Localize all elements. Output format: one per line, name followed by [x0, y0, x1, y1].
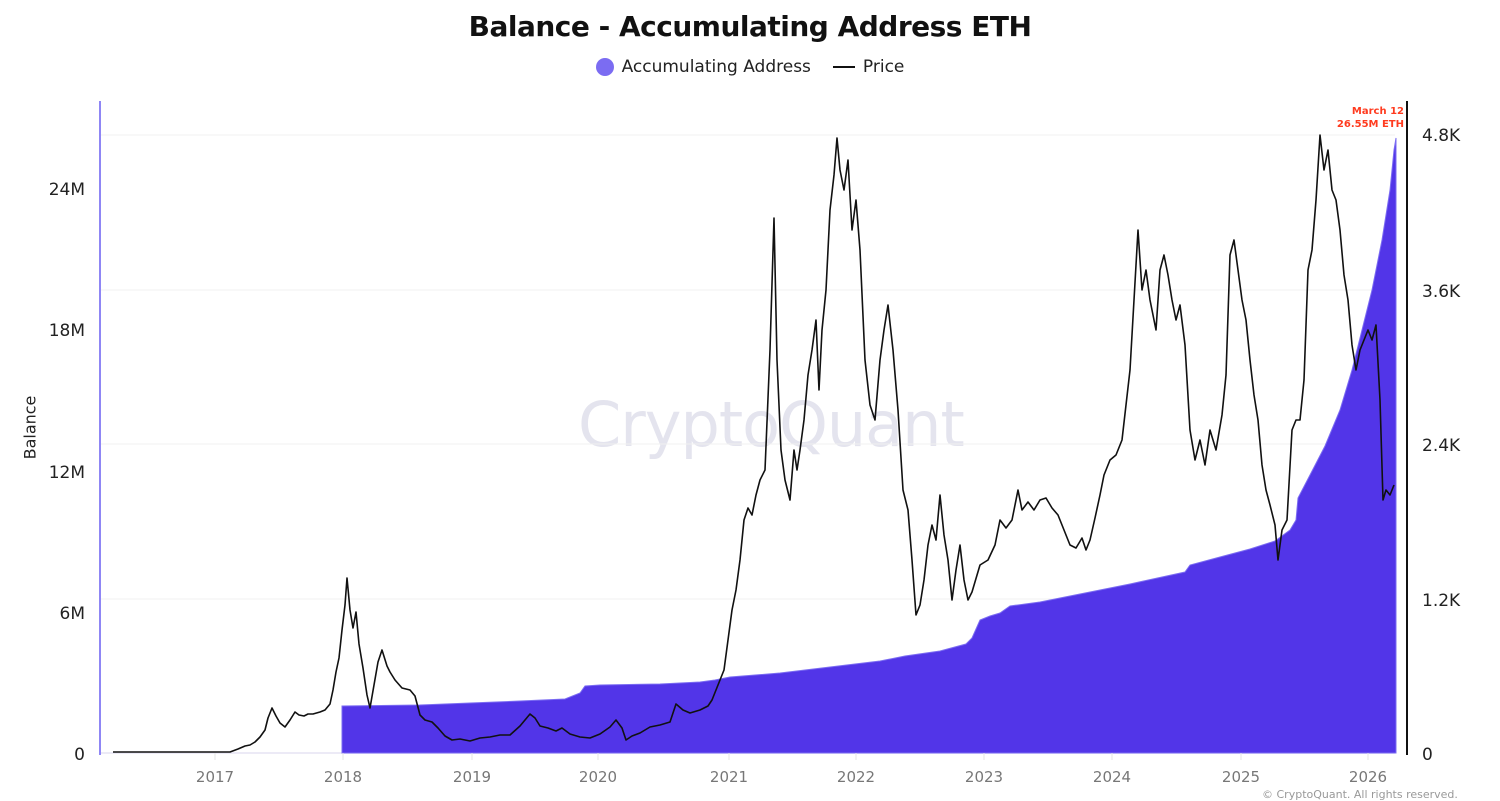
gridlines — [100, 134, 1395, 600]
y2-tick: 4.8K — [1422, 126, 1461, 146]
left-axis-ticks: 0 6M 12M 18M 24M — [49, 180, 85, 765]
x-tick: 2023 — [965, 768, 1003, 786]
line-marker-icon — [832, 66, 855, 68]
annotation-value: 26.55M ETH — [1336, 119, 1404, 130]
x-tick: 2026 — [1349, 768, 1387, 786]
x-axis-labels: 2017 2018 2019 2020 2021 2022 2023 2024 … — [196, 768, 1387, 786]
x-tick: 2025 — [1222, 768, 1260, 786]
y-tick: 24M — [49, 180, 85, 200]
y-tick: 18M — [49, 321, 85, 341]
x-axis-ticks — [214, 753, 1369, 760]
y2-tick: 1.2K — [1422, 591, 1461, 611]
y2-tick: 3.6K — [1422, 282, 1461, 302]
x-tick: 2020 — [579, 768, 617, 786]
x-tick: 2019 — [453, 768, 491, 786]
y-tick: 12M — [49, 463, 85, 483]
y-tick: 0 — [74, 745, 85, 765]
legend-item-accumulating-address[interactable]: Accumulating Address — [595, 57, 811, 77]
y2-tick: 2.4K — [1422, 436, 1461, 456]
y-tick: 6M — [60, 604, 85, 624]
x-tick: 2021 — [710, 768, 748, 786]
latest-value-annotation: March 12 26.55M ETH — [1337, 105, 1404, 131]
x-tick: 2022 — [837, 768, 875, 786]
right-axis-ticks: 0 1.2K 2.4K 3.6K 4.8K — [1422, 126, 1461, 765]
x-tick: 2024 — [1093, 768, 1131, 786]
price-line[interactable] — [113, 134, 1395, 753]
balance-area[interactable] — [341, 137, 1397, 754]
annotation-date: March 12 — [1351, 106, 1404, 117]
x-tick: 2018 — [324, 768, 362, 786]
legend-label: Price — [862, 57, 905, 77]
y2-tick: 0 — [1422, 745, 1433, 765]
copyright-notice: © CryptoQuant. All rights reserved. — [1262, 788, 1458, 801]
x-tick: 2017 — [196, 768, 234, 786]
legend-item-price[interactable]: Price — [832, 57, 905, 77]
circle-marker-icon — [595, 58, 614, 76]
legend: Accumulating Address Price — [0, 57, 1500, 77]
chart-title: Balance - Accumulating Address ETH — [468, 10, 1032, 43]
legend-label: Accumulating Address — [621, 57, 811, 77]
